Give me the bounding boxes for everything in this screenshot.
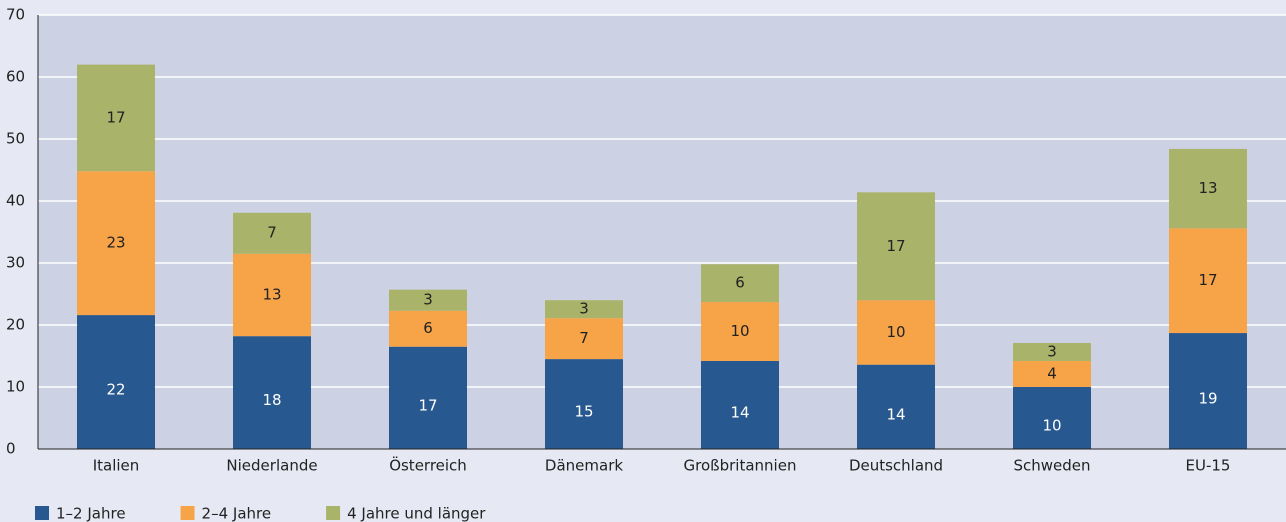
data-label: 10 bbox=[886, 323, 905, 341]
bar-segment bbox=[233, 336, 311, 449]
data-label: 13 bbox=[262, 285, 281, 303]
bar-segment bbox=[1013, 342, 1091, 361]
y-tick-label: 60 bbox=[6, 68, 25, 86]
legend-swatch bbox=[326, 506, 341, 520]
x-tick-label: Dänemark bbox=[545, 457, 623, 475]
bar-segment bbox=[857, 192, 935, 301]
data-label: 7 bbox=[579, 329, 589, 347]
data-label: 14 bbox=[730, 403, 749, 421]
legend-swatch bbox=[180, 506, 195, 520]
bar-segment bbox=[233, 253, 311, 337]
bar-segment bbox=[77, 315, 155, 449]
bar-segment bbox=[1013, 360, 1091, 387]
bar-segment bbox=[545, 300, 623, 319]
bar-segment bbox=[77, 64, 155, 172]
bar-segment bbox=[545, 359, 623, 449]
legend-swatch bbox=[35, 506, 49, 520]
data-label: 4 bbox=[1047, 364, 1057, 382]
data-label: 7 bbox=[267, 224, 277, 242]
data-label: 22 bbox=[106, 381, 125, 399]
data-label: 6 bbox=[735, 274, 745, 292]
data-label: 23 bbox=[106, 234, 125, 252]
bar-segment bbox=[1169, 148, 1247, 229]
bar-segment bbox=[389, 310, 467, 347]
data-label: 18 bbox=[262, 391, 281, 409]
data-label: 13 bbox=[1198, 179, 1217, 197]
bar-segment bbox=[1169, 228, 1247, 334]
data-label: 17 bbox=[1198, 271, 1217, 289]
y-tick-label: 50 bbox=[6, 130, 25, 148]
data-label: 6 bbox=[423, 319, 433, 337]
bar-segment bbox=[857, 364, 935, 449]
data-label: 3 bbox=[423, 291, 433, 309]
data-label: 17 bbox=[418, 396, 437, 414]
bar-segment bbox=[233, 212, 311, 254]
x-tick-label: EU-15 bbox=[1186, 457, 1231, 475]
y-tick-label: 0 bbox=[6, 440, 16, 458]
x-tick-label: Schweden bbox=[1013, 457, 1090, 475]
data-label: 15 bbox=[574, 403, 593, 421]
data-label: 17 bbox=[106, 108, 125, 126]
bar-segment bbox=[701, 360, 779, 449]
data-label: 19 bbox=[1198, 390, 1217, 408]
bar-segment bbox=[701, 264, 779, 303]
data-label: 10 bbox=[1042, 417, 1061, 435]
bar-segment bbox=[857, 300, 935, 365]
bar-segment bbox=[77, 171, 155, 316]
bar-segment bbox=[701, 302, 779, 361]
y-tick-label: 20 bbox=[6, 316, 25, 334]
bar-segment bbox=[545, 318, 623, 360]
data-label: 3 bbox=[1047, 342, 1057, 360]
legend-label: 2–4 Jahre bbox=[202, 505, 272, 522]
x-tick-label: Niederlande bbox=[226, 457, 317, 475]
data-label: 17 bbox=[886, 237, 905, 255]
plot-area bbox=[38, 15, 1286, 449]
y-tick-label: 30 bbox=[6, 254, 25, 272]
y-tick-label: 40 bbox=[6, 192, 25, 210]
data-label: 10 bbox=[730, 322, 749, 340]
legend-label: 4 Jahre und länger bbox=[347, 505, 486, 522]
bar-segment bbox=[1169, 333, 1247, 449]
x-tick-label: Österreich bbox=[389, 456, 467, 475]
bar-segment bbox=[1013, 387, 1091, 449]
data-label: 3 bbox=[579, 300, 589, 318]
bar-segment bbox=[389, 346, 467, 449]
x-tick-label: Großbritannien bbox=[684, 457, 797, 475]
legend-label: 1–2 Jahre bbox=[56, 505, 126, 522]
y-tick-label: 70 bbox=[6, 6, 25, 24]
data-label: 14 bbox=[886, 405, 905, 423]
x-tick-label: Italien bbox=[93, 457, 140, 475]
bar-segment bbox=[389, 289, 467, 311]
x-tick-label: Deutschland bbox=[849, 457, 943, 475]
y-tick-label: 10 bbox=[6, 378, 25, 396]
